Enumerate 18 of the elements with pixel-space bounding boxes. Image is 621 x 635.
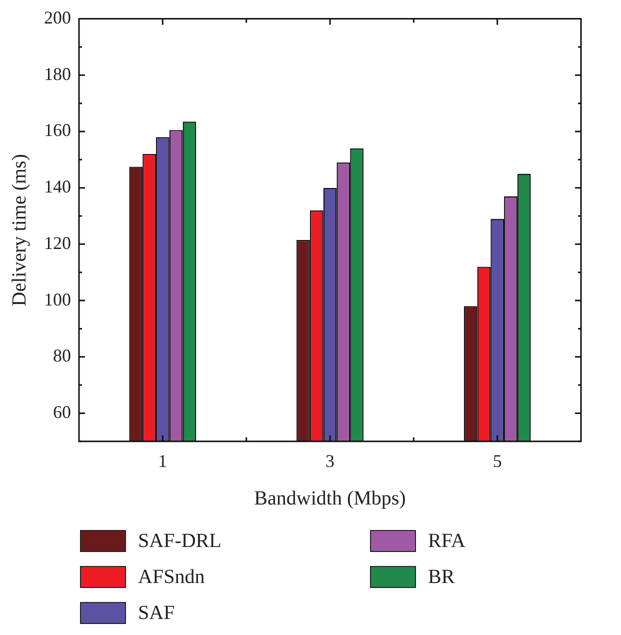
x-tick-label: 5 [492, 450, 502, 471]
y-tick-label: 120 [44, 232, 71, 253]
x-tick-label: 1 [158, 450, 168, 471]
y-axis-title: Delivery time (ms) [8, 154, 30, 306]
legend-label: BR [428, 566, 455, 588]
y-tick-label: 100 [44, 289, 71, 310]
x-axis-title: Bandwidth (Mbps) [254, 487, 406, 510]
legend-label: RFA [428, 530, 466, 552]
y-tick-label: 160 [44, 120, 71, 140]
x-tick-label: 3 [326, 450, 334, 471]
y-tick-label: 80 [53, 346, 71, 366]
legend-label: AFSndn [138, 566, 205, 588]
y-tick-label: 60 [53, 402, 71, 422]
y-tick-label: 180 [44, 64, 71, 84]
y-tick-label: 200 [44, 8, 71, 28]
y-tick-label: 140 [44, 176, 71, 197]
legend-label: SAF [138, 602, 175, 624]
legend-label: SAF-DRL [138, 530, 222, 552]
